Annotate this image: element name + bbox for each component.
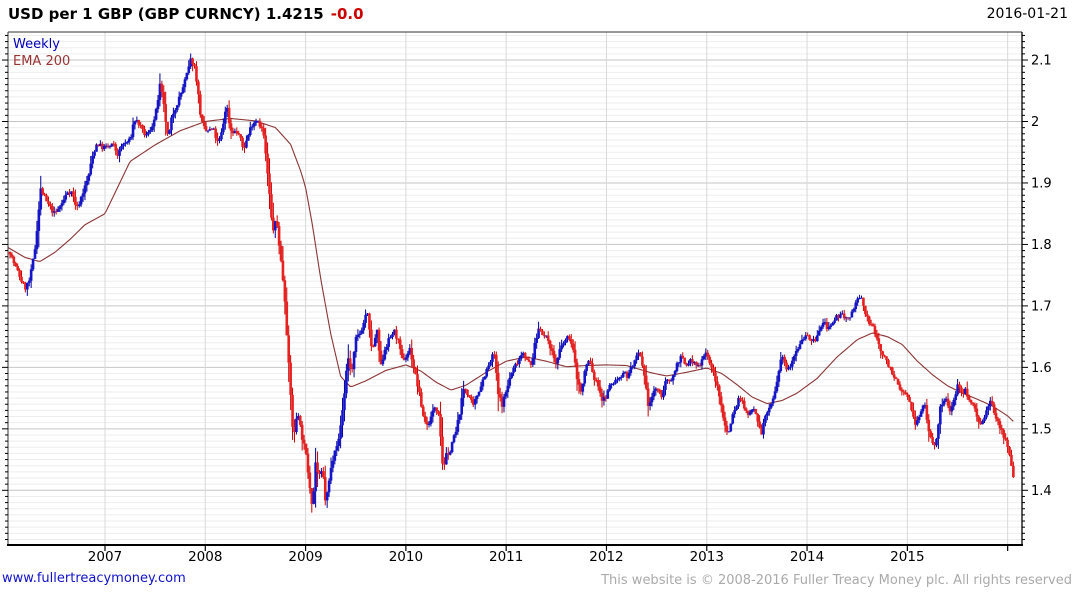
svg-text:1.5: 1.5 (1031, 422, 1052, 437)
legend-ema-200: EMA 200 (13, 54, 71, 69)
svg-text:1.9: 1.9 (1031, 176, 1052, 191)
svg-text:1.8: 1.8 (1031, 238, 1052, 253)
y-axis: 2.1 2 1.9 1.8 1.7 1.6 1.5 1.4 (2, 34, 1052, 540)
grid-years (104, 32, 1009, 545)
footer-site-link[interactable]: www.fullertreacymoney.com (2, 571, 186, 586)
grid-minor (8, 34, 1022, 540)
svg-text:2014: 2014 (790, 549, 824, 565)
plot-border (7, 31, 1023, 546)
svg-text:2009: 2009 (288, 549, 322, 565)
grid-major (8, 59, 1022, 491)
svg-text:1.4: 1.4 (1031, 484, 1052, 499)
legend-weekly: Weekly (13, 37, 60, 52)
svg-text:2.1: 2.1 (1031, 54, 1052, 69)
price-change: -0.0 (330, 5, 364, 23)
chart-date: 2016-01-21 (986, 6, 1068, 22)
svg-text:2012: 2012 (589, 549, 623, 565)
chart-legend: Weekly EMA 200 (13, 36, 70, 70)
svg-text:2008: 2008 (188, 549, 222, 565)
chart-header: USD per 1 GBP (GBP CURNCY) 1.4215 -0.0 (8, 5, 364, 23)
ema-line (7, 117, 1014, 422)
svg-text:2007: 2007 (88, 549, 122, 565)
footer-copyright: This website is © 2008-2016 Fuller Treac… (601, 573, 1072, 588)
page-title: USD per 1 GBP (GBP CURNCY) 1.4215 (8, 5, 324, 23)
svg-text:1.6: 1.6 (1031, 361, 1052, 376)
svg-text:1.7: 1.7 (1031, 299, 1052, 314)
candlestick-series (8, 53, 1015, 513)
svg-text:2015: 2015 (890, 549, 924, 565)
svg-text:2: 2 (1031, 115, 1039, 130)
x-axis: 2007 2008 2009 2010 2011 2012 2013 2014 2015 (88, 545, 1009, 565)
svg-text:2010: 2010 (389, 549, 423, 565)
svg-text:2011: 2011 (489, 549, 523, 565)
svg-text:2013: 2013 (690, 549, 724, 565)
